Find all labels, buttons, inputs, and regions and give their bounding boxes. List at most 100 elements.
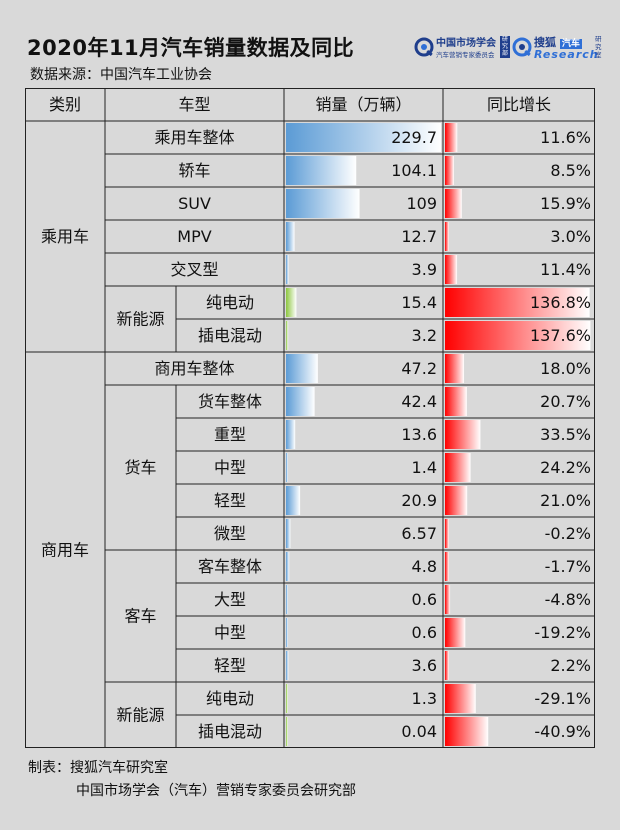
yoy-bar bbox=[445, 222, 449, 251]
yoy-value: 11.4% bbox=[540, 260, 591, 279]
sohu-logo-name: 搜狐 汽车 bbox=[534, 34, 582, 50]
yoy-bar bbox=[445, 354, 465, 383]
yoy-bar bbox=[445, 519, 449, 548]
yoy-bar bbox=[445, 684, 476, 713]
sales-bar bbox=[286, 585, 288, 614]
sales-bar bbox=[286, 222, 295, 251]
yoy-value: 21.0% bbox=[540, 491, 591, 510]
model-label: SUV bbox=[178, 194, 211, 213]
model-label: 乘用车整体 bbox=[154, 128, 234, 147]
sales-value: 12.7 bbox=[401, 227, 437, 246]
cmsa-logo-badge: 研究部 bbox=[500, 36, 510, 58]
yoy-bar bbox=[445, 552, 449, 581]
sales-value: 0.6 bbox=[412, 623, 437, 642]
model-label: 纯电动 bbox=[206, 293, 254, 312]
sales-value: 6.57 bbox=[401, 524, 437, 543]
header-model: 车型 bbox=[178, 95, 210, 114]
model-label: MPV bbox=[177, 227, 211, 246]
sohu-logo-name-text: 搜狐 bbox=[534, 36, 556, 49]
yoy-value: 3.0% bbox=[550, 227, 591, 246]
yoy-value: 11.6% bbox=[540, 128, 591, 147]
yoy-value: -40.9% bbox=[534, 722, 591, 741]
subgroup-truck: 货车 bbox=[124, 458, 156, 477]
sales-bar bbox=[286, 684, 288, 713]
model-label: 轿车 bbox=[178, 161, 210, 180]
footer-made-by: 制表：搜狐汽车研究室 bbox=[28, 760, 168, 776]
yoy-value: -1.7% bbox=[545, 557, 591, 576]
yoy-bar bbox=[445, 321, 591, 350]
model-label: 中型 bbox=[214, 458, 246, 477]
yoy-bar bbox=[445, 651, 449, 680]
model-label: 微型 bbox=[214, 524, 246, 543]
sales-value: 0.6 bbox=[412, 590, 437, 609]
subgroup-bus: 客车 bbox=[124, 607, 156, 626]
sales-value: 4.8 bbox=[412, 557, 437, 576]
category-commercial: 商用车 bbox=[41, 541, 89, 560]
model-label: 客车整体 bbox=[198, 557, 262, 576]
yoy-value: -19.2% bbox=[534, 623, 591, 642]
sales-value: 3.6 bbox=[412, 656, 437, 675]
sohu-logo-en: Research bbox=[534, 48, 599, 61]
yoy-value: 24.2% bbox=[540, 458, 591, 477]
cmsa-logo-name: 中国市场学会 bbox=[436, 38, 496, 49]
yoy-value: 15.9% bbox=[540, 194, 591, 213]
sohu-logo-tag: 汽车 bbox=[559, 39, 582, 49]
model-label: 插电混动 bbox=[198, 722, 262, 741]
sales-value: 104.1 bbox=[391, 161, 437, 180]
model-label: 插电混动 bbox=[198, 326, 262, 345]
sales-value: 13.6 bbox=[401, 425, 437, 444]
yoy-bar bbox=[445, 717, 489, 746]
footer-org: 中国市场学会（汽车）营销专家委员会研究部 bbox=[76, 783, 356, 799]
yoy-bar bbox=[445, 420, 481, 449]
sales-value: 47.2 bbox=[401, 359, 437, 378]
sales-value: 42.4 bbox=[401, 392, 437, 411]
sales-value: 3.9 bbox=[412, 260, 437, 279]
sales-value: 229.7 bbox=[391, 128, 437, 147]
sales-value: 3.2 bbox=[412, 326, 437, 345]
sales-bar bbox=[286, 321, 289, 350]
sales-value: 1.3 bbox=[412, 689, 437, 708]
sales-value: 0.04 bbox=[401, 722, 437, 741]
sales-value: 1.4 bbox=[412, 458, 437, 477]
header-yoy: 同比增长 bbox=[487, 95, 551, 114]
yoy-value: 18.0% bbox=[540, 359, 591, 378]
sales-bar bbox=[286, 354, 318, 383]
yoy-value: -0.2% bbox=[545, 524, 591, 543]
sales-value: 109 bbox=[406, 194, 437, 213]
data-source: 数据来源：中国汽车工业协会 bbox=[30, 67, 212, 83]
category-passenger: 乘用车 bbox=[41, 227, 89, 246]
sohu-logo-icon bbox=[512, 37, 532, 57]
model-label: 轻型 bbox=[214, 491, 246, 510]
sales-table: 类别 车型 销量（万辆） 同比增长 乘用车整体 229.7 11.6% 轿车 104.1 8.5%… bbox=[25, 88, 595, 748]
header-category: 类别 bbox=[49, 95, 81, 114]
cmsa-logo-icon bbox=[414, 37, 434, 57]
sohu-logo-side: 研究室 bbox=[595, 35, 602, 59]
model-label: 纯电动 bbox=[206, 689, 254, 708]
yoy-bar bbox=[445, 387, 467, 416]
cmsa-logo: 中国市场学会 汽车营销专家委员会 研究部 bbox=[414, 34, 510, 62]
sales-bar bbox=[286, 618, 288, 647]
sales-bar bbox=[286, 255, 289, 284]
sales-bar bbox=[286, 123, 441, 152]
yoy-value: 136.8% bbox=[530, 293, 591, 312]
sales-bar bbox=[286, 453, 288, 482]
yoy-bar bbox=[445, 123, 458, 152]
model-label: 大型 bbox=[214, 590, 246, 609]
sales-bar bbox=[286, 189, 360, 218]
sales-bar bbox=[286, 420, 296, 449]
yoy-bar bbox=[445, 453, 471, 482]
yoy-bar bbox=[445, 156, 454, 185]
yoy-bar bbox=[445, 288, 590, 317]
model-label: 货车整体 bbox=[198, 392, 262, 411]
model-label: 轻型 bbox=[214, 656, 246, 675]
sales-bar bbox=[286, 387, 315, 416]
chart-title: 2020年11月汽车销量数据及同比 bbox=[27, 36, 355, 60]
yoy-value: 137.6% bbox=[530, 326, 591, 345]
yoy-value: 2.2% bbox=[550, 656, 591, 675]
model-label: 商用车整体 bbox=[154, 359, 234, 378]
yoy-bar bbox=[445, 255, 458, 284]
sales-bar bbox=[286, 486, 301, 515]
model-label: 中型 bbox=[214, 623, 246, 642]
logos: 中国市场学会 汽车营销专家委员会 研究部 搜狐 汽车 Research 研究室 bbox=[414, 34, 604, 62]
